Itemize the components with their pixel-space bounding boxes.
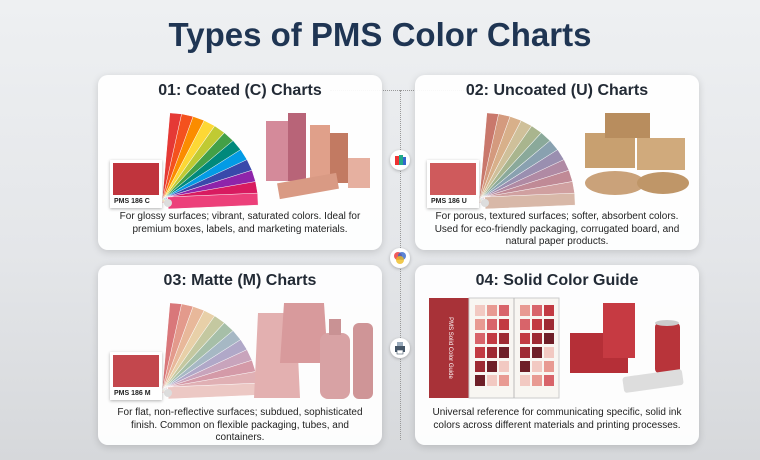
color-chip bbox=[520, 361, 530, 372]
color-chip bbox=[487, 347, 497, 358]
swatch: PMS 186 C bbox=[110, 160, 162, 208]
color-chip bbox=[520, 333, 530, 344]
color-chip bbox=[499, 375, 509, 386]
card: 02: Uncoated (U) Charts PMS 186 U For po… bbox=[415, 75, 699, 250]
color-chip bbox=[487, 333, 497, 344]
card-heading: 01: Coated (C) Charts bbox=[158, 82, 322, 99]
color-chip bbox=[487, 361, 497, 372]
color-chip bbox=[499, 347, 509, 358]
illustration bbox=[161, 112, 370, 210]
fan-deck bbox=[161, 302, 259, 400]
color-chip bbox=[520, 347, 530, 358]
color-chip bbox=[487, 375, 497, 386]
color-chip bbox=[520, 319, 530, 330]
book-title: PMS Solid Color Guide bbox=[447, 317, 453, 379]
illustration: PMS Solid Color Guide bbox=[429, 297, 684, 399]
card-description: For porous, textured surfaces; softer, a… bbox=[434, 211, 680, 247]
illustration bbox=[161, 302, 373, 400]
color-chip bbox=[532, 361, 542, 372]
color-chip bbox=[532, 305, 542, 316]
color-chip bbox=[499, 361, 509, 372]
color-chip bbox=[487, 319, 497, 330]
icon bbox=[390, 150, 410, 170]
card: 03: Matte (M) Charts PMS 186 M For flat,… bbox=[98, 265, 382, 445]
color-chip bbox=[544, 333, 554, 344]
card: 04: Solid Color Guide PMS Solid Color Gu… bbox=[415, 265, 699, 445]
swatch-label: PMS 186 C bbox=[114, 198, 150, 205]
card-heading: 03: Matte (M) Charts bbox=[163, 272, 317, 289]
color-chips bbox=[475, 305, 554, 386]
color-chip bbox=[532, 347, 542, 358]
color-chip bbox=[532, 319, 542, 330]
color-chip bbox=[499, 319, 509, 330]
card-description: For flat, non-reflective surfaces; subdu… bbox=[117, 407, 363, 443]
icon bbox=[390, 248, 410, 268]
swatch: PMS 186 M bbox=[110, 352, 162, 400]
card-description: For glossy surfaces; vibrant, saturated … bbox=[119, 211, 361, 235]
color-chip bbox=[499, 333, 509, 344]
fan-deck bbox=[161, 112, 259, 210]
swatch-label: PMS 186 U bbox=[431, 198, 467, 205]
color-chip bbox=[487, 305, 497, 316]
card-description: Universal reference for communicating sp… bbox=[432, 407, 682, 431]
icon bbox=[390, 338, 410, 358]
color-chip bbox=[475, 361, 485, 372]
color-chip bbox=[475, 347, 485, 358]
color-chip bbox=[475, 333, 485, 344]
color-chip bbox=[544, 361, 554, 372]
color-chip bbox=[532, 375, 542, 386]
card: 01: Coated (C) Charts PMS 186 C For glos… bbox=[98, 75, 382, 250]
color-chip bbox=[544, 319, 554, 330]
color-chip bbox=[475, 375, 485, 386]
card-heading: 02: Uncoated (U) Charts bbox=[465, 82, 649, 99]
color-chip bbox=[520, 305, 530, 316]
illustration bbox=[478, 112, 689, 210]
fan-pivot bbox=[481, 199, 489, 207]
color-chip bbox=[499, 305, 509, 316]
color-chip bbox=[475, 319, 485, 330]
fan-pivot bbox=[164, 199, 172, 207]
swatch-label: PMS 186 M bbox=[114, 390, 151, 397]
color-chip bbox=[475, 305, 485, 316]
fan-pivot bbox=[164, 389, 172, 397]
card-heading: 04: Solid Color Guide bbox=[475, 272, 639, 289]
color-chip bbox=[520, 375, 530, 386]
color-chip bbox=[544, 347, 554, 358]
fan-deck bbox=[478, 112, 576, 210]
title: Types of PMS Color Charts bbox=[168, 16, 592, 53]
swatch: PMS 186 U bbox=[427, 160, 479, 208]
color-chip bbox=[532, 333, 542, 344]
color-chip bbox=[544, 375, 554, 386]
color-chip bbox=[544, 305, 554, 316]
